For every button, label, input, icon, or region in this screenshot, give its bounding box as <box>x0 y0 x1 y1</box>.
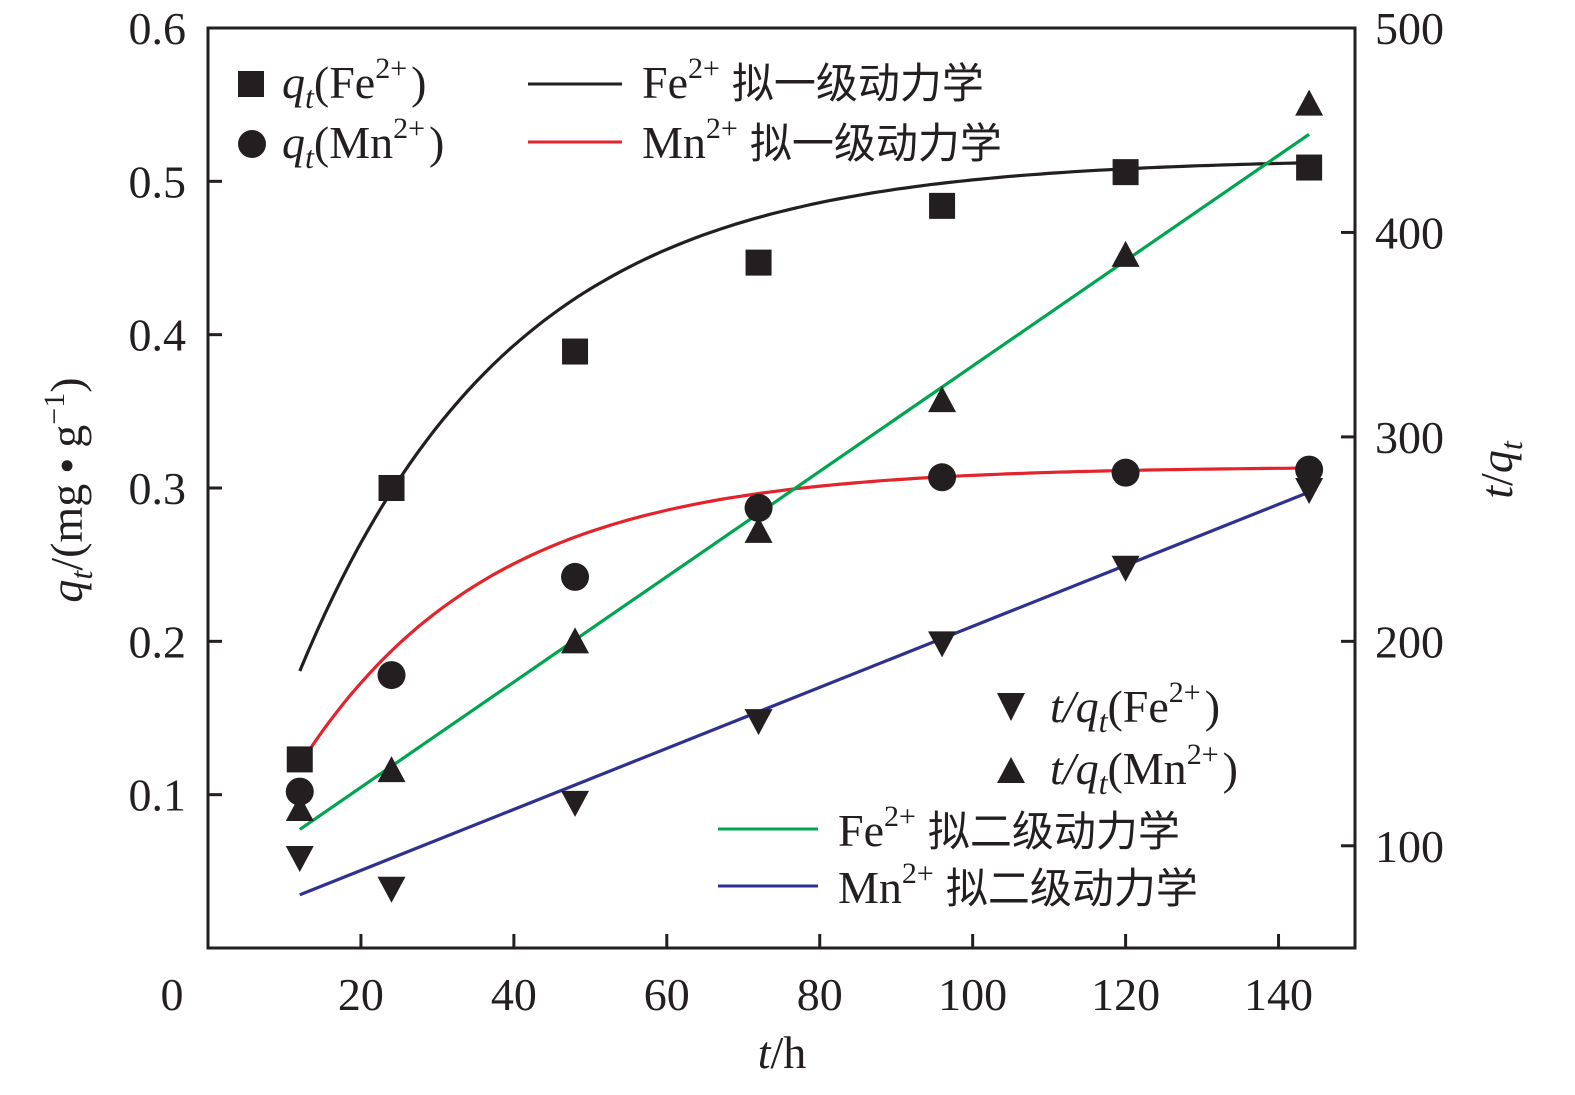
x-tick-label: 80 <box>797 969 843 1020</box>
left-y-tick-label: 0.2 <box>129 616 187 667</box>
data-point-qt_fe <box>745 249 772 276</box>
data-point-qt_fe <box>929 192 956 219</box>
fit-curves <box>298 132 1311 897</box>
data-point-tq_mn <box>1111 240 1140 267</box>
fit-line-fit_mn_pso <box>299 490 1310 897</box>
data-point-tq_mn <box>744 516 773 543</box>
data-point-tq_fe <box>377 876 406 903</box>
x-tick-label: 0 <box>161 969 184 1020</box>
data-point-tq_fe <box>744 709 773 736</box>
legend-label-fe-pfo: Fe2+ 拟一级动力学 <box>642 52 984 108</box>
left-y-axis-title: qt/(mg•g−1) <box>38 377 99 602</box>
legend-label-tq-mn: t/qt(Mn2+) <box>1050 738 1238 801</box>
left-y-axis-ticks: 0.1 0.2 0.3 0.4 0.5 0.6 <box>129 3 222 821</box>
data-point-tq_fe <box>928 631 957 658</box>
data-point-tq_mn <box>285 794 314 821</box>
data-point-qt_fe <box>562 338 589 365</box>
legend-top-lines: Fe2+ 拟一级动力学 Mn2+ 拟一级动力学 <box>528 52 1002 168</box>
legend-label-mn-pfo: Mn2+ 拟一级动力学 <box>642 112 1002 168</box>
right-y-axis-title: t/qt <box>1471 440 1529 499</box>
data-point-qt_mn <box>1111 458 1140 487</box>
legend-square-marker <box>238 71 264 97</box>
data-point-qt_fe <box>1112 159 1139 186</box>
x-tick-label: 120 <box>1091 969 1160 1020</box>
legend-top-left: qt(Fe2+) qt(Mn2+) <box>238 52 444 175</box>
data-point-tq_fe <box>1111 555 1140 582</box>
x-axis-title: t/h <box>758 1027 807 1078</box>
right-y-axis-ticks: 100 200 300 400 500 <box>1341 3 1444 872</box>
legend-label-qt-mn: qt(Mn2+) <box>282 112 444 175</box>
legend-label-fe-pso: Fe2+ 拟二级动力学 <box>838 800 1180 856</box>
legend-bottom-right: t/qt(Fe2+) t/qt(Mn2+) Fe2+ 拟二级动力学 Mn2+ 拟二级… <box>718 676 1238 913</box>
data-point-qt_fe <box>378 475 405 501</box>
data-point-tq_fe <box>285 846 314 873</box>
x-tick-label: 60 <box>644 969 690 1020</box>
legend-label-mn-pso: Mn2+ 拟二级动力学 <box>838 857 1198 913</box>
data-point-qt_mn <box>1295 455 1324 484</box>
data-point-tq_mn <box>377 756 406 783</box>
x-tick-label: 40 <box>491 969 537 1020</box>
right-y-tick-label: 400 <box>1375 207 1444 258</box>
fit-line-fit_fe_pfo <box>298 161 1310 672</box>
right-y-tick-label: 500 <box>1375 3 1444 54</box>
left-y-tick-label: 0.4 <box>129 310 187 361</box>
legend-triangle-up-marker <box>997 757 1025 783</box>
data-point-qt_mn <box>285 777 314 806</box>
legend-triangle-down-marker <box>997 693 1025 721</box>
left-y-tick-label: 0.5 <box>129 156 187 207</box>
data-points <box>285 89 1324 903</box>
left-y-tick-label: 0.3 <box>129 463 187 514</box>
data-point-tq_mn <box>928 386 957 413</box>
data-point-tq_mn <box>561 627 590 654</box>
data-point-tq_fe <box>561 790 590 817</box>
x-tick-label: 20 <box>338 969 384 1020</box>
left-y-tick-label: 0.6 <box>129 3 187 54</box>
data-point-tq_fe <box>1295 478 1324 505</box>
left-y-tick-label: 0.1 <box>129 770 187 821</box>
data-point-tq_mn <box>1295 89 1324 116</box>
data-point-qt_fe <box>1296 154 1323 181</box>
right-y-tick-label: 200 <box>1375 616 1444 667</box>
fit-line-fit_fe_pso <box>298 132 1311 831</box>
x-axis-ticks: 0 20 40 60 80 100 120 140 <box>161 934 1313 1020</box>
data-point-qt_mn <box>561 562 590 591</box>
right-y-tick-label: 100 <box>1375 821 1444 872</box>
data-point-qt_mn <box>928 463 957 492</box>
legend-label-tq-fe: t/qt(Fe2+) <box>1050 676 1220 739</box>
x-tick-label: 140 <box>1244 969 1313 1020</box>
legend-circle-marker <box>238 130 266 158</box>
data-point-qt_mn <box>744 493 773 522</box>
data-point-qt_fe <box>286 746 313 773</box>
legend-label-qt-fe: qt(Fe2+) <box>282 52 426 115</box>
x-tick-label: 100 <box>938 969 1007 1020</box>
right-y-tick-label: 300 <box>1375 412 1444 463</box>
fit-line-fit_mn_pfo <box>298 466 1310 766</box>
data-point-qt_mn <box>377 661 406 690</box>
